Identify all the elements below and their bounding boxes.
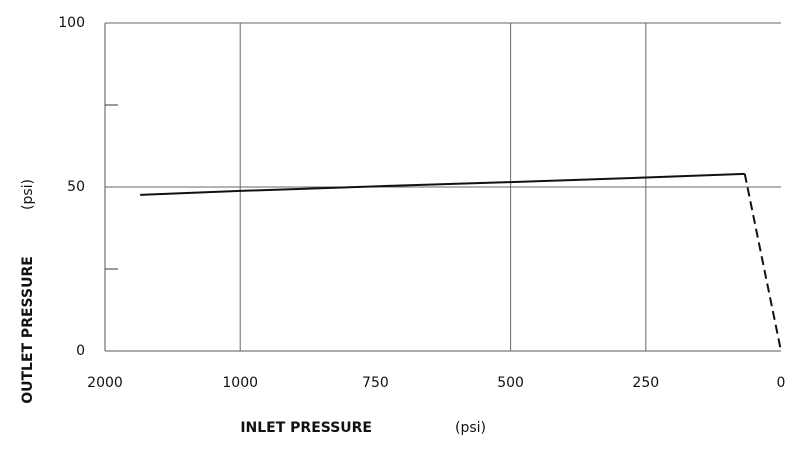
data-line: [743, 173, 782, 352]
x-tick-label: 0: [777, 375, 786, 391]
x-tick-label: 1000: [222, 375, 258, 391]
y-tick-label: 50: [67, 179, 85, 195]
y-axis-title: OUTLET PRESSURE: [20, 256, 36, 404]
y-tick-label: 100: [58, 15, 85, 31]
x-tick-label: 250: [632, 375, 659, 391]
x-axis-title: INLET PRESSURE: [240, 420, 372, 436]
x-axis-unit: (psi): [455, 420, 486, 436]
y-axis-unit: (psi): [20, 179, 36, 210]
x-tick-label: 500: [497, 375, 524, 391]
x-tick-label: 750: [362, 375, 389, 391]
y-axis-title-group: OUTLET PRESSURE (psi): [20, 179, 36, 404]
x-tick-label: 2000: [87, 375, 123, 391]
data-line: [140, 172, 745, 196]
y-tick-label: 0: [76, 343, 85, 359]
